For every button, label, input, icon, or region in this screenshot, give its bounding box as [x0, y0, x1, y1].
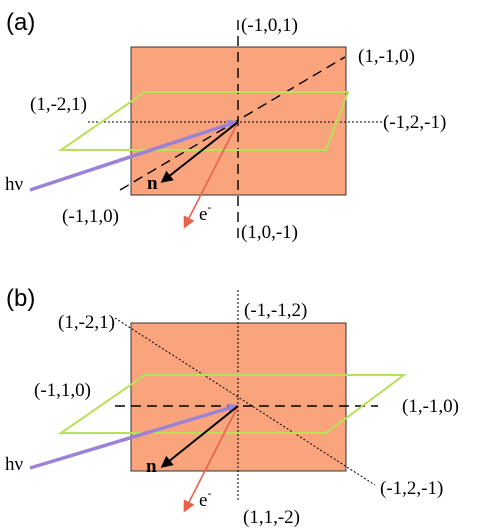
panel-b-electron-arrow	[183, 405, 239, 513]
panel-b-sample-plane	[57, 374, 408, 434]
panel-b-crystal-block	[130, 322, 347, 472]
panel-a-sample-plane	[57, 91, 350, 151]
panel-a-electron-arrow	[183, 121, 239, 229]
panel-b-electron-symbol: e	[199, 490, 207, 511]
panel-b-electron-superscript: -	[207, 486, 211, 500]
panel-a: (a) (-1,0,1) (1,0,-1) (1,-1,0) (-1,1,0) …	[5, 9, 446, 243]
panel-b-label-bottom: (1,1,-2)	[243, 507, 300, 528]
panel-a-label-lower-left: (-1,1,0)	[62, 206, 119, 227]
panel-b-label-lower-right: (-1,2,-1)	[380, 478, 443, 499]
panel-a-photon-arrow	[29, 119, 238, 192]
panel-a-electron-label: e-	[199, 200, 211, 225]
panel-b-normal-label: n	[146, 456, 157, 477]
panel-a-label-bottom: (1,0,-1)	[241, 222, 298, 243]
panel-b-diagonal-axis	[114, 317, 376, 486]
panel-b-label: (b)	[6, 285, 35, 312]
panel-b-electron-label: e-	[199, 486, 211, 511]
panel-b-normal-arrow	[160, 405, 239, 468]
panel-a-label-upper-right: (1,-1,0)	[358, 46, 415, 67]
panel-b: (b) (-1,-1,2) (1,1,-2) (1,-2,1) (-1,2,-1…	[5, 285, 459, 528]
panel-b-label-right: (1,-1,0)	[402, 396, 459, 417]
panel-a-label-right: (-1,2,-1)	[383, 112, 446, 133]
panel-b-label-top: (-1,-1,2)	[244, 300, 307, 321]
panel-a-label: (a)	[6, 9, 35, 36]
panel-a-photon-label: hν	[5, 174, 24, 195]
panel-a-normal-arrow	[160, 121, 239, 183]
panel-b-label-upper-left: (1,-2,1)	[58, 312, 115, 333]
panel-a-normal-label: n	[147, 173, 158, 194]
panel-b-label-left: (-1,1,0)	[34, 380, 91, 401]
panel-b-photon-arrow	[29, 403, 238, 470]
panel-a-electron-superscript: -	[207, 200, 211, 214]
panel-b-photon-label: hν	[5, 454, 24, 475]
panel-a-label-left: (1,-2,1)	[30, 94, 87, 115]
panel-a-label-top: (-1,0,1)	[241, 15, 298, 36]
panel-a-electron-symbol: e	[199, 204, 207, 225]
